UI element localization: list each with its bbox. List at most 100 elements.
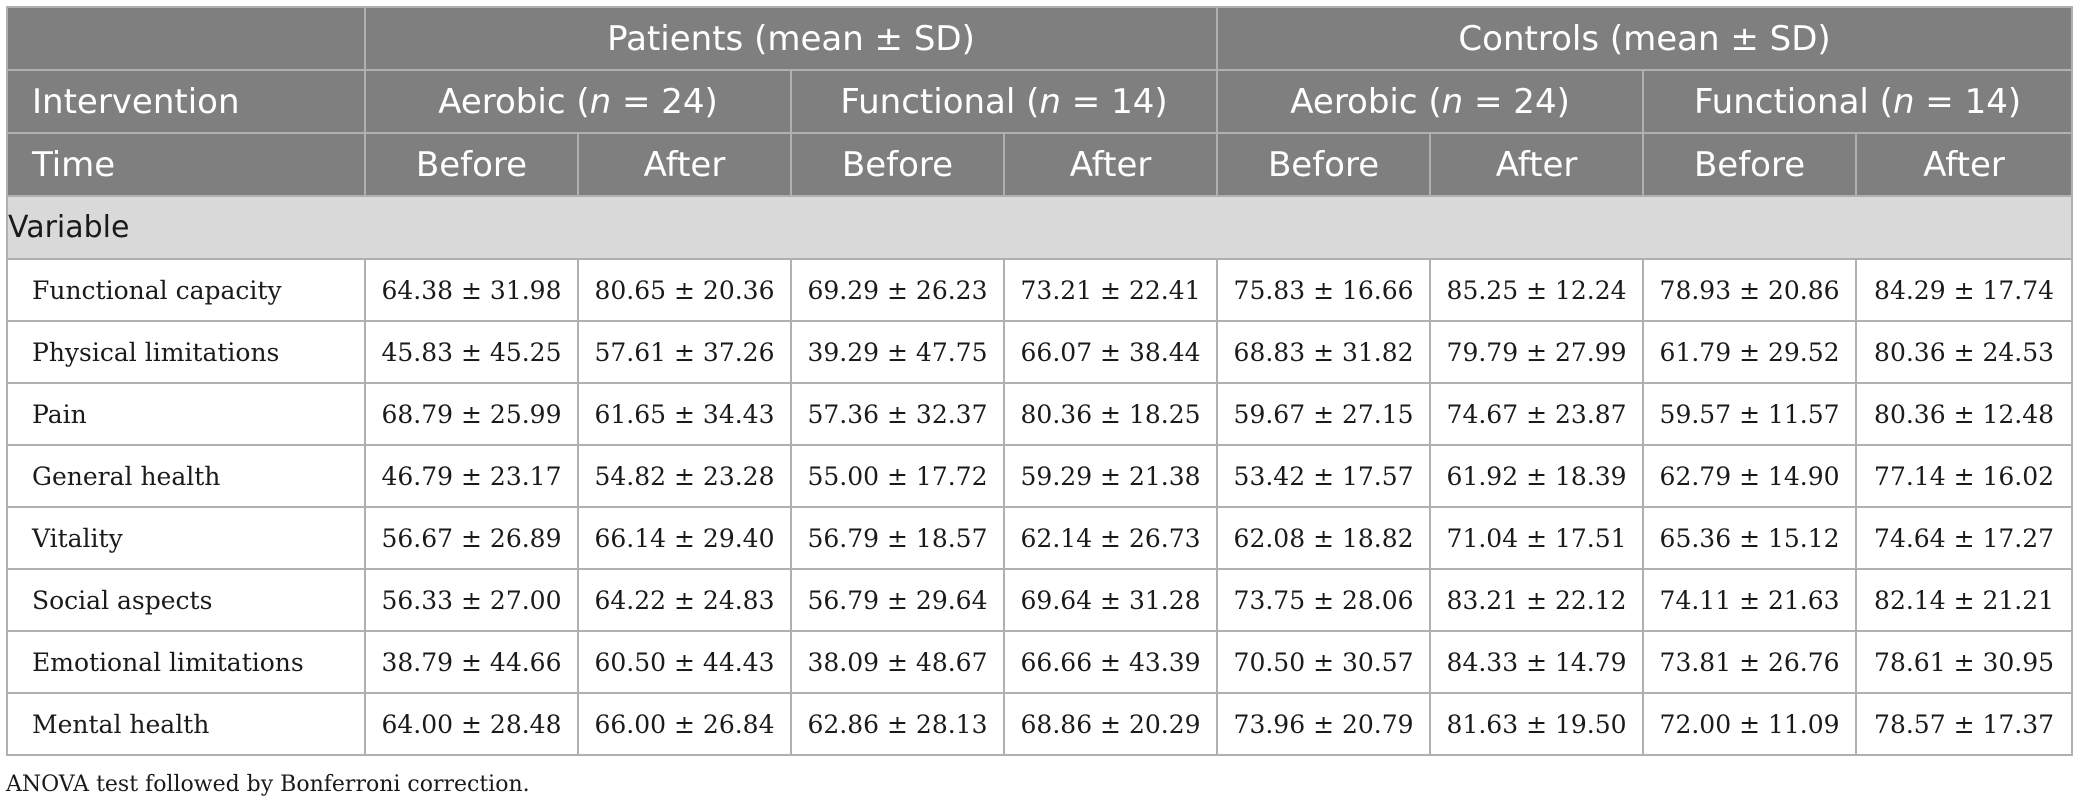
table-cell: 60.50 ± 44.43 [577, 630, 792, 694]
functional-n: = 14) [1914, 81, 2022, 122]
table-cell: 66.07 ± 38.44 [1002, 320, 1219, 384]
n-symbol: n [589, 81, 612, 122]
row-label: Emotional limitations [6, 630, 366, 694]
table-cell: 64.00 ± 28.48 [364, 692, 579, 756]
table-cell: 80.65 ± 20.36 [577, 258, 792, 322]
header-corner-cell [6, 6, 366, 71]
table-cell: 71.04 ± 17.51 [1429, 506, 1645, 570]
header-patients-functional: Functional (n = 14) [789, 69, 1219, 134]
table-row: General health 46.79 ± 23.17 54.82 ± 23.… [6, 444, 2074, 508]
row-label: General health [6, 444, 366, 508]
table-cell: 84.33 ± 14.79 [1429, 630, 1645, 694]
n-symbol: n [1039, 81, 1061, 122]
header-row-group: Patients (mean ± SD) Controls (mean ± SD… [6, 6, 2074, 71]
table-cell: 72.00 ± 11.09 [1642, 692, 1858, 756]
table-row: Pain 68.79 ± 25.99 61.65 ± 34.43 57.36 ±… [6, 382, 2074, 446]
row-label: Mental health [6, 692, 366, 756]
aerobic-n: = 24) [1463, 81, 1570, 122]
results-table-container: Patients (mean ± SD) Controls (mean ± SD… [5, 6, 2074, 756]
header-controls-aerobic: Aerobic (n = 24) [1216, 69, 1645, 134]
table-cell: 68.86 ± 20.29 [1002, 692, 1219, 756]
header-patients: Patients (mean ± SD) [363, 6, 1219, 71]
functional-label: Functional ( [1693, 81, 1893, 122]
header-controls-functional: Functional (n = 14) [1642, 69, 2074, 134]
header-time: Time [6, 132, 366, 197]
functional-n: = 14) [1060, 81, 1168, 122]
table-row: Physical limitations 45.83 ± 45.25 57.61… [6, 320, 2074, 384]
functional-label: Functional ( [840, 81, 1040, 122]
row-label: Social aspects [6, 568, 366, 632]
header-before: Before [1642, 132, 1858, 197]
results-table: Patients (mean ± SD) Controls (mean ± SD… [5, 6, 2074, 756]
table-cell: 54.82 ± 23.28 [577, 444, 792, 508]
table-cell: 62.86 ± 28.13 [790, 692, 1005, 756]
table-cell: 38.09 ± 48.67 [790, 630, 1005, 694]
table-cell: 62.14 ± 26.73 [1002, 506, 1219, 570]
table-cell: 45.83 ± 45.25 [364, 320, 579, 384]
table-cell: 65.36 ± 15.12 [1642, 506, 1858, 570]
aerobic-label: Aerobic ( [1290, 81, 1442, 122]
table-cell: 57.36 ± 32.37 [790, 382, 1005, 446]
table-cell: 53.42 ± 17.57 [1216, 444, 1432, 508]
table-cell: 77.14 ± 16.02 [1855, 444, 2074, 508]
table-cell: 82.14 ± 21.21 [1855, 568, 2074, 632]
table-footnote: ANOVA test followed by Bonferroni correc… [6, 772, 530, 797]
table-cell: 73.81 ± 26.76 [1642, 630, 1858, 694]
table-cell: 73.21 ± 22.41 [1002, 258, 1219, 322]
table-cell: 68.83 ± 31.82 [1216, 320, 1432, 384]
table-cell: 81.63 ± 19.50 [1429, 692, 1645, 756]
table-cell: 56.67 ± 26.89 [364, 506, 579, 570]
table-cell: 38.79 ± 44.66 [364, 630, 579, 694]
header-before: Before [790, 132, 1005, 197]
table-cell: 73.96 ± 20.79 [1216, 692, 1432, 756]
table-cell: 80.36 ± 12.48 [1855, 382, 2074, 446]
table-cell: 73.75 ± 28.06 [1216, 568, 1432, 632]
table-cell: 61.65 ± 34.43 [577, 382, 792, 446]
table-cell: 59.67 ± 27.15 [1216, 382, 1432, 446]
table-cell: 69.64 ± 31.28 [1002, 568, 1219, 632]
table-cell: 66.66 ± 43.39 [1002, 630, 1219, 694]
row-label: Physical limitations [6, 320, 366, 384]
table-cell: 66.14 ± 29.40 [577, 506, 792, 570]
table-cell: 57.61 ± 37.26 [577, 320, 792, 384]
table-cell: 59.57 ± 11.57 [1642, 382, 1858, 446]
table-cell: 70.50 ± 30.57 [1216, 630, 1432, 694]
table-cell: 74.11 ± 21.63 [1642, 568, 1858, 632]
header-intervention: Intervention [6, 69, 366, 134]
header-patients-aerobic: Aerobic (n = 24) [364, 69, 792, 134]
table-cell: 69.29 ± 26.23 [790, 258, 1005, 322]
table-row: Vitality 56.67 ± 26.89 66.14 ± 29.40 56.… [6, 506, 2074, 570]
table-cell: 80.36 ± 18.25 [1002, 382, 1219, 446]
table-cell: 75.83 ± 16.66 [1216, 258, 1432, 322]
header-row-time: Time Before After Before After Before Af… [6, 132, 2074, 197]
variable-row: Variable [5, 195, 2074, 260]
table-cell: 84.29 ± 17.74 [1855, 258, 2074, 322]
table-row: Functional capacity 64.38 ± 31.98 80.65 … [6, 258, 2074, 322]
table-cell: 62.79 ± 14.90 [1642, 444, 1858, 508]
table-cell: 79.79 ± 27.99 [1429, 320, 1645, 384]
table-row: Social aspects 56.33 ± 27.00 64.22 ± 24.… [6, 568, 2074, 632]
header-after: After [1429, 132, 1645, 197]
table-cell: 83.21 ± 22.12 [1429, 568, 1645, 632]
header-before: Before [1216, 132, 1432, 197]
table-cell: 80.36 ± 24.53 [1855, 320, 2074, 384]
table-cell: 39.29 ± 47.75 [790, 320, 1005, 384]
table-cell: 61.92 ± 18.39 [1429, 444, 1645, 508]
table-cell: 64.22 ± 24.83 [577, 568, 792, 632]
table-cell: 66.00 ± 26.84 [577, 692, 792, 756]
table-cell: 55.00 ± 17.72 [790, 444, 1005, 508]
table-cell: 46.79 ± 23.17 [364, 444, 579, 508]
header-after: After [577, 132, 792, 197]
row-label: Pain [6, 382, 366, 446]
table-cell: 78.57 ± 17.37 [1855, 692, 2074, 756]
table-row: Emotional limitations 38.79 ± 44.66 60.5… [6, 630, 2074, 694]
table-cell: 56.79 ± 29.64 [790, 568, 1005, 632]
row-label: Functional capacity [6, 258, 366, 322]
table-cell: 74.64 ± 17.27 [1855, 506, 2074, 570]
table-cell: 68.79 ± 25.99 [364, 382, 579, 446]
aerobic-label: Aerobic ( [438, 81, 590, 122]
row-label: Vitality [6, 506, 366, 570]
table-cell: 61.79 ± 29.52 [1642, 320, 1858, 384]
aerobic-n: = 24) [611, 81, 718, 122]
table-cell: 85.25 ± 12.24 [1429, 258, 1645, 322]
